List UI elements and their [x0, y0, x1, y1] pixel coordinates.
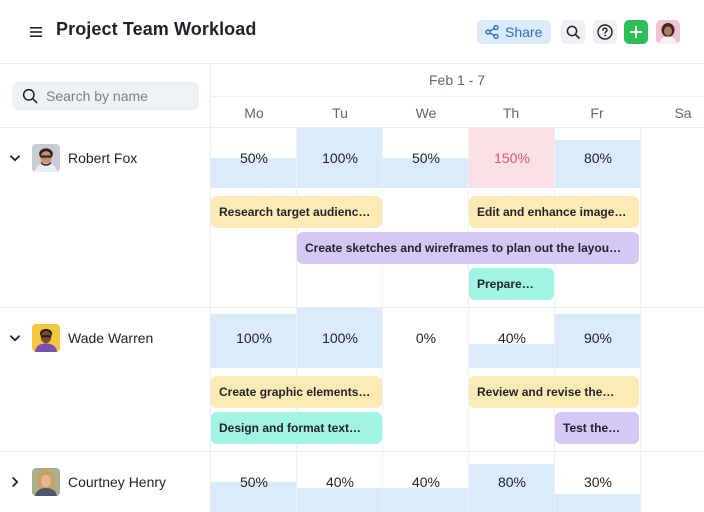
week-range: Feb 1 - 7 — [428, 72, 486, 88]
menu-button[interactable] — [24, 20, 48, 44]
load-fill-tu — [297, 308, 382, 368]
day-label-fr: Fr — [590, 105, 604, 121]
day-label-th: Th — [502, 105, 520, 121]
day-label-mo: Mo — [244, 105, 264, 121]
search-input[interactable] — [46, 88, 196, 104]
header-search-button[interactable] — [561, 20, 585, 44]
load-fill-fr — [555, 494, 640, 512]
row-divider — [0, 127, 704, 128]
task-bar[interactable]: Research target audienc… — [211, 196, 382, 228]
load-value-we: 50% — [411, 150, 441, 166]
load-fill-we — [383, 488, 468, 512]
load-value-fr: 30% — [583, 474, 613, 490]
search-icon — [566, 25, 580, 39]
person-row-robert-fox[interactable]: Robert Fox — [0, 144, 211, 172]
load-value-mo: 50% — [239, 474, 269, 490]
load-fill-th — [469, 464, 554, 512]
task-bar[interactable]: Create sketches and wireframes to plan o… — [297, 232, 639, 264]
avatar — [32, 324, 60, 352]
column-divider — [554, 128, 555, 512]
load-value-mo: 100% — [236, 330, 272, 346]
share-button[interactable]: Share — [477, 20, 551, 44]
add-button[interactable] — [624, 20, 648, 44]
person-row-wade-warren[interactable]: Wade Warren — [0, 324, 211, 352]
load-value-we: 0% — [415, 330, 437, 346]
load-fill-mo — [211, 158, 296, 188]
column-divider — [640, 128, 641, 512]
load-fill-mo — [211, 314, 296, 368]
row-divider — [0, 307, 704, 308]
task-bar[interactable]: Create graphic elements… — [211, 376, 382, 408]
avatar — [32, 144, 60, 172]
task-bar[interactable]: Edit and enhance image… — [469, 196, 639, 228]
load-value-tu: 100% — [322, 150, 358, 166]
load-fill-tu — [297, 488, 382, 512]
search-icon — [22, 88, 38, 104]
load-value-th: 80% — [497, 474, 527, 490]
load-value-tu: 100% — [322, 330, 358, 346]
chevron-down-icon[interactable] — [8, 331, 22, 345]
load-value-th: 150% — [494, 150, 530, 166]
share-icon — [485, 25, 499, 39]
app-header: Project Team Workload Share — [0, 0, 704, 64]
task-bar[interactable]: Prepare… — [469, 268, 554, 300]
person-name: Courtney Henry — [68, 474, 167, 490]
day-header-row: Mo Tu We Th Fr Sa — [211, 96, 704, 128]
person-name: Wade Warren — [68, 330, 154, 346]
load-value-fr: 80% — [583, 150, 613, 166]
load-fill-fr — [555, 314, 640, 368]
load-value-tu: 40% — [325, 474, 355, 490]
load-value-we: 40% — [411, 474, 441, 490]
load-value-mo: 50% — [239, 150, 269, 166]
day-label-tu: Tu — [332, 105, 348, 121]
column-divider — [468, 128, 469, 512]
row-divider — [0, 451, 704, 452]
search-box — [12, 82, 199, 110]
day-label-sa: Sa — [674, 105, 692, 121]
help-button[interactable] — [593, 20, 617, 44]
load-fill-tu — [297, 128, 382, 188]
people-panel — [0, 64, 211, 512]
chevron-right-icon[interactable] — [8, 475, 22, 489]
load-fill-we — [383, 158, 468, 188]
person-name: Robert Fox — [68, 150, 138, 166]
avatar — [32, 468, 60, 496]
day-label-we: We — [415, 105, 437, 121]
task-bar[interactable]: Review and revise the… — [469, 376, 639, 408]
plus-icon — [630, 26, 642, 38]
load-fill-th — [469, 344, 554, 368]
task-bar[interactable]: Design and format text… — [211, 412, 382, 444]
column-divider — [382, 128, 383, 512]
help-icon — [597, 24, 613, 40]
load-fill-mo — [211, 482, 296, 512]
chevron-down-icon[interactable] — [8, 151, 22, 165]
page-title: Project Team Workload — [56, 19, 257, 39]
user-avatar-image — [656, 20, 680, 44]
load-value-fr: 90% — [583, 330, 613, 346]
load-fill-th — [469, 128, 554, 188]
share-label: Share — [505, 24, 543, 40]
person-row-courtney-henry[interactable]: Courtney Henry — [0, 468, 211, 496]
column-divider — [296, 128, 297, 512]
menu-icon — [30, 27, 42, 37]
load-fill-fr — [555, 140, 640, 188]
user-avatar[interactable] — [656, 20, 680, 44]
load-value-th: 40% — [497, 330, 527, 346]
task-bar[interactable]: Test the… — [555, 412, 639, 444]
